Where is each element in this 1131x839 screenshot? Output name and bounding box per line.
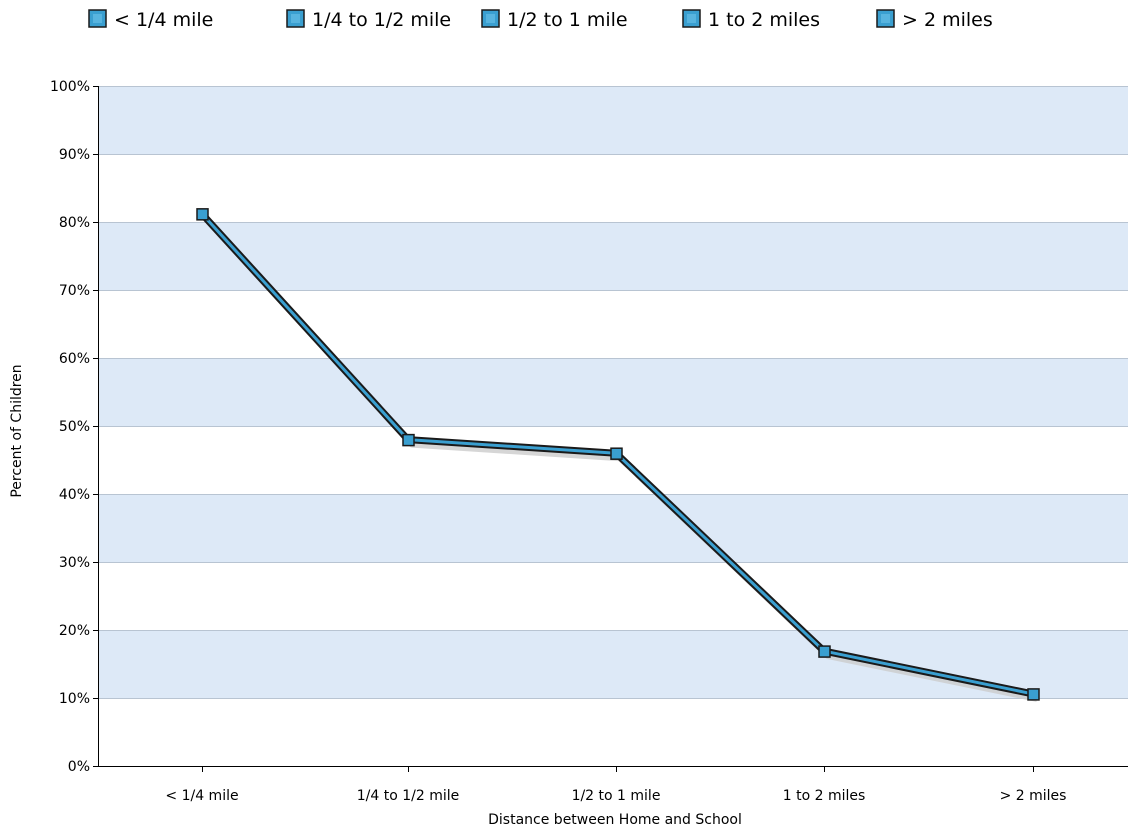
x-tick-label: < 1/4 mile (165, 788, 238, 804)
y-tick-label: 0% (68, 759, 90, 775)
legend-label: > 2 miles (902, 9, 993, 31)
y-axis-label: Percent of Children (9, 364, 25, 497)
x-tick-label: 1/2 to 1 mile (572, 788, 661, 804)
legend-item: 1 to 2 miles (682, 9, 820, 31)
data-point-marker (196, 208, 209, 221)
plot-band (98, 86, 1128, 154)
legend-label: 1/4 to 1/2 mile (312, 9, 451, 31)
legend: < 1/4 mile 1/4 to 1/2 mile 1/2 to 1 mile 1 … (88, 9, 993, 31)
legend-item: 1/2 to 1 mile (481, 9, 628, 31)
legend-label: < 1/4 mile (114, 9, 213, 31)
data-point-marker (610, 447, 623, 460)
x-tick-label: 1 to 2 miles (783, 788, 866, 804)
y-tick-label: 100% (50, 79, 90, 95)
data-point-marker (1027, 688, 1040, 701)
y-tick-label: 80% (59, 215, 90, 231)
tick-labels: 0% 10% 20% 30% 40% 50% 60% 70% 80% 90% 100% < 1/4 m… (50, 79, 1066, 804)
axis-labels: Distance between Home and School Percent… (9, 364, 742, 828)
x-tick-label: > 2 miles (1000, 788, 1067, 804)
legend-swatch-highlight (486, 14, 495, 23)
plot-band (98, 630, 1128, 698)
plot-band (98, 358, 1128, 426)
axes (98, 86, 1128, 767)
plot-band (98, 494, 1128, 562)
data-point-marker (818, 645, 831, 658)
y-tick-label: 70% (59, 283, 90, 299)
grid-lines (98, 86, 1128, 699)
legend-swatch-highlight (687, 14, 696, 23)
x-tick-label: 1/4 to 1/2 mile (357, 788, 460, 804)
y-tick-label: 60% (59, 351, 90, 367)
legend-label: 1 to 2 miles (708, 9, 820, 31)
legend-item: > 2 miles (876, 9, 993, 31)
legend-label: 1/2 to 1 mile (507, 9, 628, 31)
legend-swatch-highlight (291, 14, 300, 23)
legend-swatch-highlight (881, 14, 890, 23)
y-tick-label: 30% (59, 555, 90, 571)
legend-item: 1/4 to 1/2 mile (286, 9, 451, 31)
data-point-marker (402, 433, 415, 447)
series (196, 208, 1040, 702)
plot-bands (98, 86, 1128, 698)
plot-band (98, 222, 1128, 290)
y-tick-label: 40% (59, 487, 90, 503)
y-tick-label: 10% (59, 691, 90, 707)
legend-swatch-highlight (93, 14, 102, 23)
y-tick-label: 90% (59, 147, 90, 163)
legend-item: < 1/4 mile (88, 9, 213, 31)
y-tick-label: 50% (59, 419, 90, 435)
x-axis-label: Distance between Home and School (488, 812, 742, 828)
y-tick-label: 20% (59, 623, 90, 639)
